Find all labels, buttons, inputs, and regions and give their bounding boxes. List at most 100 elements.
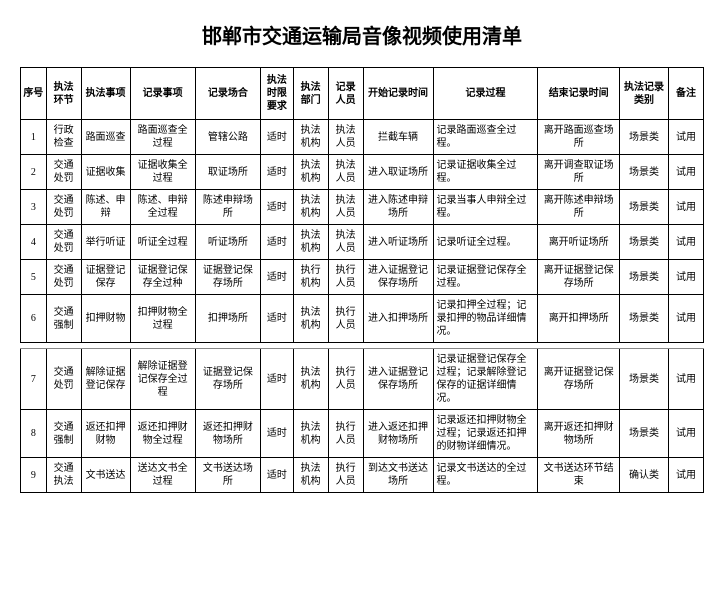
table-cell: 确认类 (619, 458, 668, 493)
table-cell: 适时 (261, 349, 294, 410)
table-cell: 证据登记保存 (81, 260, 130, 295)
table-cell: 交通处罚 (46, 190, 81, 225)
table-cell: 执行机构 (293, 260, 328, 295)
table-cell: 进入陈述申辩场所 (363, 190, 433, 225)
table-cell: 行政检查 (46, 120, 81, 155)
table-cell: 记录证据登记保存全过程；记录解除登记保存的证据详细情况。 (433, 349, 538, 410)
table-cell: 执法机构 (293, 410, 328, 458)
table-cell: 扣押财物全过程 (130, 295, 195, 343)
table-cell: 举行听证 (81, 225, 130, 260)
table-cell: 适时 (261, 458, 294, 493)
table-cell: 场景类 (619, 349, 668, 410)
table-row: 3交通处罚陈述、申辩陈述、申辩全过程陈述申辩场所适时执法机构执法人员进入陈述申辩… (21, 190, 704, 225)
table-cell: 交通处罚 (46, 349, 81, 410)
table-cell: 适时 (261, 410, 294, 458)
table-row: 9交通执法文书送达送达文书全过程文书送达场所适时执法机构执行人员到达文书送达场所… (21, 458, 704, 493)
table-cell: 陈述、申辩全过程 (130, 190, 195, 225)
table-cell: 到达文书送达场所 (363, 458, 433, 493)
table-cell: 扣押财物 (81, 295, 130, 343)
table-body-1: 1行政检查路面巡查路面巡查全过程管辖公路适时执法机构执法人员拦截车辆记录路面巡查… (21, 120, 704, 343)
table-cell: 适时 (261, 260, 294, 295)
table-cell: 进入返还扣押财物场所 (363, 410, 433, 458)
table-cell: 听证场所 (195, 225, 260, 260)
table-body-2: 7交通处罚解除证据登记保存解除证据登记保存全过程证据登记保存场所适时执法机构执行… (21, 349, 704, 493)
table-cell: 适时 (261, 120, 294, 155)
table-cell: 执行人员 (328, 295, 363, 343)
table-cell: 交通处罚 (46, 155, 81, 190)
table-row: 6交通强制扣押财物扣押财物全过程扣押场所适时执法机构执行人员进入扣押场所记录扣押… (21, 295, 704, 343)
table-cell: 1 (21, 120, 47, 155)
table-cell: 记录证据登记保存全过程。 (433, 260, 538, 295)
table-cell: 场景类 (619, 260, 668, 295)
table-cell: 执行人员 (328, 410, 363, 458)
table-cell: 进入扣押场所 (363, 295, 433, 343)
table-cell: 场景类 (619, 295, 668, 343)
table-cell: 试用 (668, 155, 703, 190)
table-cell: 适时 (261, 295, 294, 343)
table-cell: 试用 (668, 349, 703, 410)
table-cell: 进入证据登记保存场所 (363, 260, 433, 295)
table-cell: 适时 (261, 190, 294, 225)
table-cell: 交通处罚 (46, 260, 81, 295)
table-cell: 离开陈述申辩场所 (538, 190, 620, 225)
table-cell: 执法机构 (293, 349, 328, 410)
col-header-9: 记录过程 (433, 68, 538, 120)
table-cell: 陈述申辩场所 (195, 190, 260, 225)
table-cell: 路面巡查 (81, 120, 130, 155)
col-header-7: 记录人员 (328, 68, 363, 120)
col-header-12: 备注 (668, 68, 703, 120)
table-cell: 记录返还扣押财物全过程；记录返还扣押的财物详细情况。 (433, 410, 538, 458)
table-cell: 证据登记保存全过种 (130, 260, 195, 295)
table-cell: 路面巡查全过程 (130, 120, 195, 155)
table-cell: 证据登记保存场所 (195, 349, 260, 410)
table-cell: 交通强制 (46, 410, 81, 458)
table-cell: 执法机构 (293, 120, 328, 155)
col-header-11: 执法记录类别 (619, 68, 668, 120)
inventory-table: 序号执法环节执法事项记录事项记录场合执法时限要求执法部门记录人员开始记录时间记录… (20, 67, 704, 493)
table-cell: 执法机构 (293, 225, 328, 260)
table-cell: 离开扣押场所 (538, 295, 620, 343)
table-cell: 试用 (668, 295, 703, 343)
table-cell: 试用 (668, 120, 703, 155)
table-cell: 陈述、申辩 (81, 190, 130, 225)
table-row: 7交通处罚解除证据登记保存解除证据登记保存全过程证据登记保存场所适时执法机构执行… (21, 349, 704, 410)
table-cell: 3 (21, 190, 47, 225)
col-header-4: 记录场合 (195, 68, 260, 120)
table-cell: 证据收集 (81, 155, 130, 190)
table-cell: 进入听证场所 (363, 225, 433, 260)
table-cell: 解除证据登记保存全过程 (130, 349, 195, 410)
table-cell: 拦截车辆 (363, 120, 433, 155)
table-cell: 交通处罚 (46, 225, 81, 260)
table-cell: 执行人员 (328, 260, 363, 295)
table-cell: 返还扣押财物场所 (195, 410, 260, 458)
table-cell: 试用 (668, 410, 703, 458)
table-cell: 离开听证场所 (538, 225, 620, 260)
table-cell: 9 (21, 458, 47, 493)
table-cell: 返还扣押财物全过程 (130, 410, 195, 458)
table-cell: 场景类 (619, 155, 668, 190)
table-cell: 执法人员 (328, 155, 363, 190)
col-header-5: 执法时限要求 (261, 68, 294, 120)
table-cell: 记录扣押全过程；记录扣押的物品详细情况。 (433, 295, 538, 343)
table-cell: 离开返还扣押财物场所 (538, 410, 620, 458)
table-cell: 记录听证全过程。 (433, 225, 538, 260)
table-cell: 试用 (668, 260, 703, 295)
table-cell: 执法人员 (328, 190, 363, 225)
table-cell: 文书送达环节结束 (538, 458, 620, 493)
table-cell: 场景类 (619, 120, 668, 155)
table-cell: 文书送达 (81, 458, 130, 493)
table-cell: 试用 (668, 458, 703, 493)
table-row: 8交通强制返还扣押财物返还扣押财物全过程返还扣押财物场所适时执法机构执行人员进入… (21, 410, 704, 458)
col-header-3: 记录事项 (130, 68, 195, 120)
table-cell: 记录证据收集全过程。 (433, 155, 538, 190)
table-cell: 执行人员 (328, 458, 363, 493)
table-row: 4交通处罚举行听证听证全过程听证场所适时执法机构执法人员进入听证场所记录听证全过… (21, 225, 704, 260)
table-cell: 试用 (668, 225, 703, 260)
table-row: 5交通处罚证据登记保存证据登记保存全过种证据登记保存场所适时执行机构执行人员进入… (21, 260, 704, 295)
table-cell: 扣押场所 (195, 295, 260, 343)
table-cell: 取证场所 (195, 155, 260, 190)
table-cell: 证据登记保存场所 (195, 260, 260, 295)
table-cell: 进入证据登记保存场所 (363, 349, 433, 410)
table-cell: 证据收集全过程 (130, 155, 195, 190)
table-cell: 执法机构 (293, 155, 328, 190)
